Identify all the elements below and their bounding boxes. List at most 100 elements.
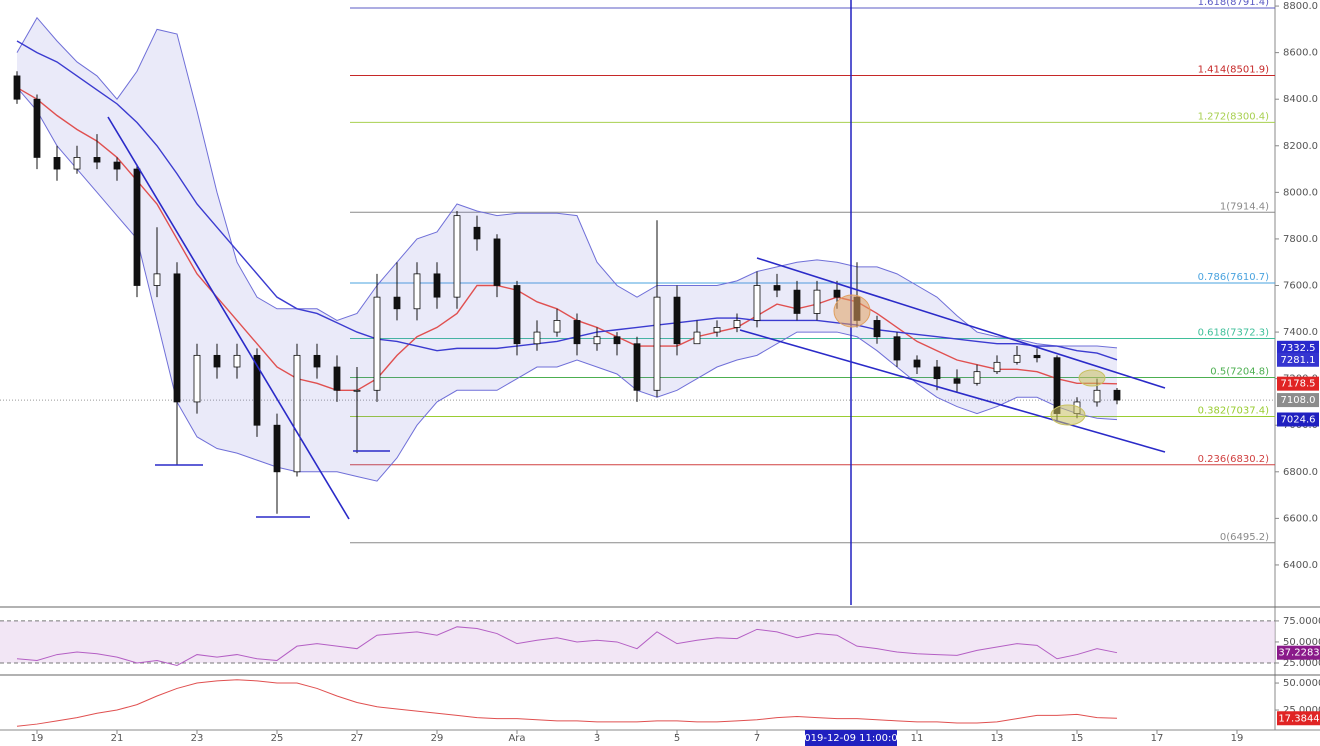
fib-label: 1.414(8501.9)	[1198, 64, 1270, 75]
moving-average	[16, 86, 1118, 391]
candle-body	[753, 285, 761, 321]
y-tick-label: 8000.0	[1283, 187, 1318, 198]
candle-body	[1093, 389, 1101, 403]
y-tick-label: 6400.0	[1283, 560, 1318, 571]
trend-line	[107, 116, 350, 520]
price-tag-label: 7281.1	[1281, 355, 1316, 366]
candle-body	[73, 157, 81, 170]
x-tick-label: 7	[754, 733, 760, 744]
value-tag	[1277, 645, 1320, 660]
candle-body	[113, 161, 121, 170]
moving-average	[16, 40, 1118, 361]
fib-label: 0.786(7610.7)	[1198, 272, 1270, 283]
price-tag	[1277, 412, 1319, 427]
candle-body	[213, 354, 221, 368]
band-fill	[17, 17, 1117, 482]
x-tick-label: 19	[1231, 733, 1244, 744]
candle-body	[733, 320, 741, 328]
x-tick-label: 21	[111, 733, 124, 744]
candle-body	[393, 296, 401, 310]
highlight	[1050, 404, 1086, 426]
y-tick-label: 8600.0	[1283, 48, 1318, 59]
crosshair-tag	[805, 730, 897, 746]
value-tag	[1277, 711, 1320, 726]
candle-body	[353, 389, 361, 392]
candle-body	[413, 273, 421, 310]
fib-label: 0.5(7204.8)	[1210, 367, 1269, 378]
y-tick-label: 6600.0	[1283, 513, 1318, 524]
x-tick-label: 11	[911, 733, 924, 744]
candle-body	[873, 320, 881, 338]
x-tick-label: Ara	[508, 733, 525, 744]
x-tick-label: 3	[594, 733, 600, 744]
candle-body	[433, 273, 441, 298]
candle-body	[653, 296, 661, 391]
candle-body	[233, 354, 241, 368]
candle-body	[313, 354, 321, 368]
candle-body	[513, 285, 521, 345]
price-tag	[1277, 376, 1319, 391]
candle-body	[673, 296, 681, 345]
candle-body	[153, 273, 161, 286]
candle-body	[973, 371, 981, 384]
candle-body	[533, 331, 541, 345]
candle-body	[473, 226, 481, 240]
band-upper	[16, 16, 1118, 349]
x-tick-label: 27	[351, 733, 364, 744]
candle-body	[293, 354, 301, 473]
x-tick-label: 17	[1151, 733, 1164, 744]
fib-label: 1.272(8300.4)	[1198, 111, 1270, 122]
x-tick-label: 5	[674, 733, 680, 744]
y-tick-label: 7800.0	[1283, 234, 1318, 245]
candle-body	[1033, 354, 1041, 359]
candle-body	[493, 238, 501, 286]
candle-body	[1113, 389, 1121, 401]
candle-body	[613, 336, 621, 345]
candle-body	[333, 366, 341, 391]
fib-label: 0(6495.2)	[1220, 532, 1269, 543]
candle-body	[173, 273, 181, 403]
price-tag-label: 7108.0	[1281, 395, 1316, 406]
y-tick-label: 7400.0	[1283, 327, 1318, 338]
x-tick-label: 19	[31, 733, 44, 744]
candle-body	[813, 289, 821, 314]
x-tick-label: 23	[191, 733, 204, 744]
band-lower	[16, 87, 1118, 482]
price-tag	[1277, 340, 1319, 355]
candle-body	[593, 336, 601, 345]
value-tag-label: 37.2283	[1278, 648, 1319, 659]
trend-line	[756, 257, 1166, 389]
candle-body	[273, 424, 281, 473]
fib-label: 1.618(8791.4)	[1198, 0, 1270, 8]
fib-label: 0.618(7372.3)	[1198, 328, 1270, 339]
candle-body	[1053, 357, 1061, 414]
y-tick-label: 8800.0	[1283, 1, 1318, 12]
candle-body	[1013, 354, 1021, 363]
candle-body	[633, 343, 641, 391]
crosshair-label: 2019-12-09 11:00:00	[798, 733, 904, 744]
trend-line	[739, 329, 1166, 453]
x-tick-label: 29	[431, 733, 444, 744]
y-tick-label: 25.0000	[1283, 705, 1320, 716]
indicator-line	[16, 626, 1118, 667]
candle-body	[133, 168, 141, 286]
candle-body	[553, 320, 561, 333]
x-tick-label: 25	[271, 733, 284, 744]
candle-body	[93, 157, 101, 163]
candle-body	[833, 289, 841, 298]
y-tick-label: 75.0000	[1283, 616, 1320, 627]
price-tag	[1277, 393, 1319, 408]
candle-body	[933, 366, 941, 380]
y-tick-label: 8200.0	[1283, 141, 1318, 152]
candle-body	[893, 336, 901, 361]
candle-body	[53, 157, 61, 170]
candle-body	[993, 361, 1001, 373]
drawings	[107, 116, 1166, 520]
value-tag-label: 17.3844	[1278, 713, 1319, 724]
y-tick-label: 50.0000	[1283, 637, 1320, 648]
price-tag-label: 7178.5	[1281, 379, 1316, 390]
highlight	[1078, 369, 1106, 387]
price-tag-label: 7024.6	[1281, 414, 1316, 425]
fib-label: 0.236(6830.2)	[1198, 454, 1270, 465]
